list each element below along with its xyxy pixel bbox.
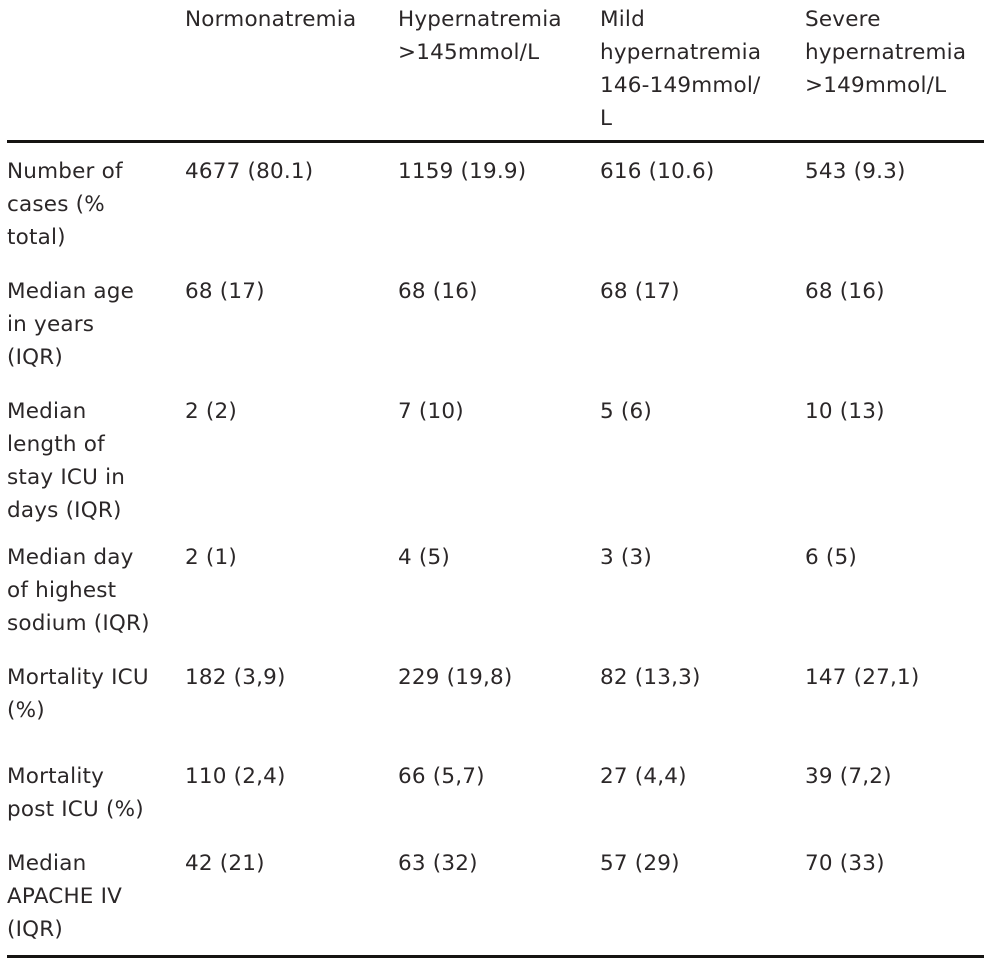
table-cell: 2 (2) [185, 399, 237, 424]
header-cell-mild-hypernatremia: Mild hypernatremia 146-149mmol/ L [600, 0, 805, 143]
table-row-median-age: Median age in years (IQR) 68 (17) 68 (16… [7, 263, 984, 383]
table-row-median-los-icu: Median length of stay ICU in days (IQR) … [7, 383, 984, 529]
row-label: Mortality post ICU (%) [7, 764, 144, 822]
table-cell: 68 (16) [398, 279, 478, 304]
table-cell: 82 (13,3) [600, 665, 701, 690]
table-cell: 27 (4,4) [600, 764, 687, 789]
row-label: Number of cases (% total) [7, 159, 123, 250]
row-label: Median day of highest sodium (IQR) [7, 545, 150, 636]
table-cell: 42 (21) [185, 835, 398, 958]
table-cell: 7 (10) [398, 399, 464, 424]
table-row-mortality-icu: Mortality ICU (%) 182 (3,9) 229 (19,8) 8… [7, 649, 984, 748]
table-cell: 110 (2,4) [185, 764, 286, 789]
table-cell: 68 (17) [185, 279, 265, 304]
table-body: Number of cases (% total) 4677 (80.1) 11… [7, 142, 984, 958]
table-cell: 57 (29) [600, 835, 805, 958]
table-cell: 68 (17) [600, 279, 680, 304]
table-cell: 182 (3,9) [185, 665, 286, 690]
header-cell-normonatremia: Normonatremia [185, 0, 398, 143]
table-cell: 2 (1) [185, 545, 237, 570]
table-row-median-apache-iv: Median APACHE IV (IQR) 42 (21) 63 (32) 5… [7, 835, 984, 958]
table-cell: 147 (27,1) [805, 665, 920, 690]
header-row: Normonatremia Hypernatremia >145mmol/L M… [7, 0, 984, 143]
table-cell: 229 (19,8) [398, 665, 513, 690]
table-cell: 39 (7,2) [805, 764, 892, 789]
table-cell: 4 (5) [398, 545, 450, 570]
table-cell: 68 (16) [805, 279, 885, 304]
table-cell: 63 (32) [398, 835, 600, 958]
table-cell: 6 (5) [805, 545, 857, 570]
table-cell: 616 (10.6) [600, 159, 715, 184]
header-cell-rowlabel [7, 0, 185, 143]
table-header: Normonatremia Hypernatremia >145mmol/L M… [7, 0, 984, 143]
table-cell: 70 (33) [805, 835, 984, 958]
summary-table: Normonatremia Hypernatremia >145mmol/L M… [7, 0, 984, 958]
table-cell: 1159 (19.9) [398, 159, 527, 184]
table-row-median-day-highest-sodium: Median day of highest sodium (IQR) 2 (1)… [7, 529, 984, 649]
paper-table-container: Normonatremia Hypernatremia >145mmol/L M… [7, 0, 984, 958]
row-label: Median length of stay ICU in days (IQR) [7, 399, 126, 523]
table-row-mortality-post-icu: Mortality post ICU (%) 110 (2,4) 66 (5,7… [7, 748, 984, 835]
table-cell: 4677 (80.1) [185, 159, 314, 184]
header-cell-severe-hypernatremia: Severe hypernatremia >149mmol/L [805, 0, 984, 143]
row-label: Mortality ICU (%) [7, 665, 149, 723]
table-cell: 10 (13) [805, 399, 885, 424]
table-cell: 543 (9.3) [805, 159, 906, 184]
table-cell: 66 (5,7) [398, 764, 485, 789]
row-label: Median APACHE IV (IQR) [7, 835, 185, 958]
table-cell: 3 (3) [600, 545, 652, 570]
table-cell: 5 (6) [600, 399, 652, 424]
header-cell-hypernatremia: Hypernatremia >145mmol/L [398, 0, 600, 143]
table-row-number-of-cases: Number of cases (% total) 4677 (80.1) 11… [7, 142, 984, 264]
row-label: Median age in years (IQR) [7, 279, 135, 370]
